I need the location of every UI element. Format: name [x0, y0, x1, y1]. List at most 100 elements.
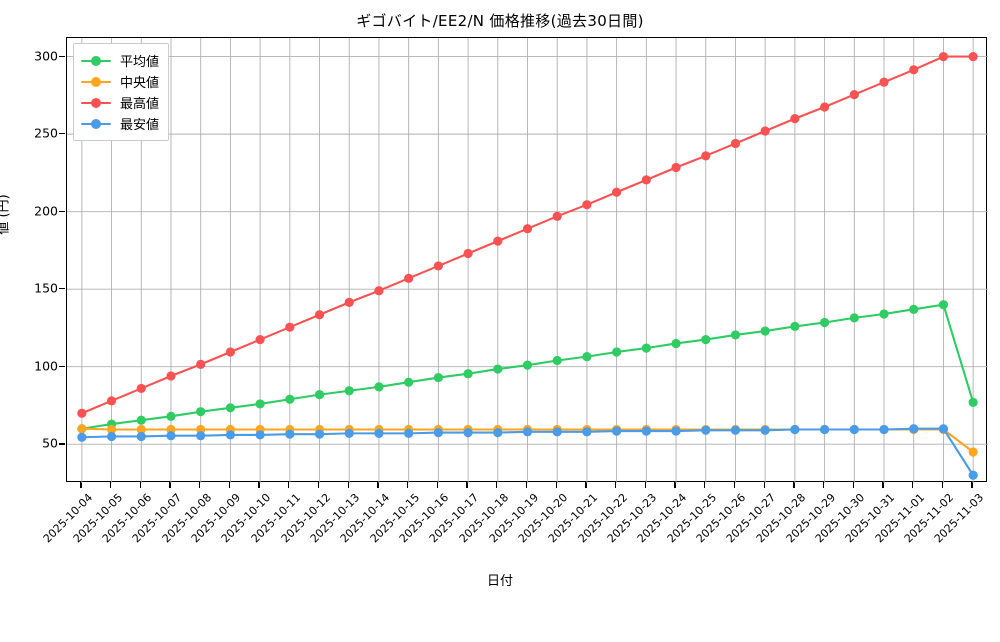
data-point-marker — [106, 431, 117, 442]
data-point-marker — [225, 403, 235, 413]
x-axis-label: 日付 — [486, 574, 513, 589]
x-tick-mark — [377, 482, 379, 488]
data-point-marker — [433, 372, 443, 383]
y-tick-mark — [59, 365, 65, 367]
legend-item[interactable]: 中央値 — [81, 71, 159, 92]
x-tick-mark — [436, 482, 439, 488]
legend-label: 中央値 — [120, 76, 160, 91]
data-point-marker — [849, 89, 859, 100]
chart-figure: ギゴバイト/EE2/N 価格推移(過去30日間) 値 (円) 日付 501001… — [0, 0, 988, 589]
data-point-marker — [671, 426, 681, 436]
data-point-marker — [730, 330, 741, 340]
x-tick-mark — [822, 482, 825, 488]
plot-area — [66, 37, 988, 483]
legend-item[interactable]: 最高値 — [81, 92, 159, 113]
y-tick-mark — [59, 210, 65, 212]
data-point-marker — [879, 309, 889, 319]
y-axis-tick-labels: 50 100 150 200 250 300 — [0, 0, 65, 520]
data-point-marker — [849, 424, 859, 435]
data-point-marker — [730, 425, 741, 435]
x-tick-mark — [347, 482, 349, 488]
x-tick-mark — [733, 482, 736, 488]
x-tick-mark — [228, 482, 231, 488]
data-point-marker — [404, 428, 414, 438]
data-point-marker — [196, 359, 206, 369]
data-point-marker — [641, 426, 651, 436]
data-point-marker — [849, 313, 859, 323]
data-point-marker — [879, 77, 889, 87]
data-point-marker — [968, 52, 978, 62]
x-tick-mark — [80, 482, 82, 488]
data-point-marker — [196, 407, 206, 417]
x-tick-mark — [525, 482, 528, 488]
y-tick-label: 50 — [42, 435, 58, 451]
data-point-marker — [582, 352, 592, 362]
data-point-marker — [374, 286, 384, 296]
data-point-marker — [285, 322, 295, 332]
legend-label: 平均値 — [120, 55, 160, 70]
x-tick-mark — [139, 482, 141, 488]
data-point-marker — [136, 415, 146, 425]
legend-marker-icon — [81, 75, 111, 89]
data-point-marker — [255, 430, 265, 440]
data-point-marker — [612, 347, 622, 357]
y-tick-mark — [59, 133, 65, 135]
data-point-marker — [344, 386, 354, 396]
data-point-marker — [760, 425, 770, 435]
chart-legend: 平均値中央値 最高値 最安値 — [73, 43, 170, 141]
data-point-marker — [255, 399, 265, 409]
x-tick-mark — [199, 482, 201, 488]
data-point-marker — [552, 211, 562, 221]
data-point-marker — [671, 162, 681, 173]
data-point-marker — [938, 300, 949, 310]
data-point-marker — [909, 65, 919, 75]
data-point-marker — [344, 297, 354, 307]
y-tick-label: 150 — [34, 280, 58, 296]
series-line — [80, 55, 975, 415]
data-point-marker — [522, 427, 533, 437]
data-point-marker — [760, 326, 770, 336]
data-point-marker — [196, 431, 206, 441]
data-point-marker — [522, 224, 533, 234]
y-tick-label: 300 — [34, 48, 58, 64]
data-point-marker — [136, 383, 146, 394]
x-tick-mark — [169, 482, 171, 488]
data-point-marker — [433, 261, 443, 271]
data-point-marker — [612, 426, 622, 436]
data-point-marker — [493, 236, 503, 246]
data-point-marker — [938, 424, 949, 434]
x-tick-mark — [941, 482, 944, 488]
data-point-marker — [612, 187, 622, 197]
data-point-marker — [225, 430, 235, 440]
data-point-marker — [760, 126, 770, 136]
data-point-marker — [641, 343, 651, 353]
x-tick-mark — [793, 482, 795, 488]
data-point-marker — [909, 304, 919, 314]
data-point-marker — [166, 371, 176, 381]
y-tick-mark — [59, 288, 65, 290]
data-point-marker — [404, 273, 414, 283]
y-tick-mark — [59, 443, 65, 445]
data-series-layer — [77, 52, 978, 480]
y-tick-label: 200 — [34, 203, 58, 219]
data-point-marker — [582, 200, 592, 210]
data-point-marker — [701, 151, 711, 161]
data-point-marker — [968, 470, 978, 480]
legend-item[interactable]: 最安値 — [81, 113, 159, 134]
x-tick-mark — [644, 482, 646, 488]
legend-item[interactable]: 平均値 — [81, 50, 159, 71]
data-point-marker — [909, 424, 919, 434]
x-tick-mark — [466, 482, 468, 488]
data-point-marker — [225, 347, 235, 357]
x-tick-mark — [971, 482, 973, 488]
data-point-marker — [136, 431, 146, 442]
data-point-marker — [641, 175, 651, 185]
data-point-marker — [968, 447, 978, 457]
x-tick-mark — [912, 482, 914, 488]
x-tick-mark — [704, 482, 706, 488]
data-point-marker — [820, 317, 830, 328]
data-point-marker — [493, 364, 503, 374]
data-point-marker — [106, 396, 117, 406]
x-tick-mark — [852, 482, 854, 488]
data-point-marker — [938, 52, 949, 62]
